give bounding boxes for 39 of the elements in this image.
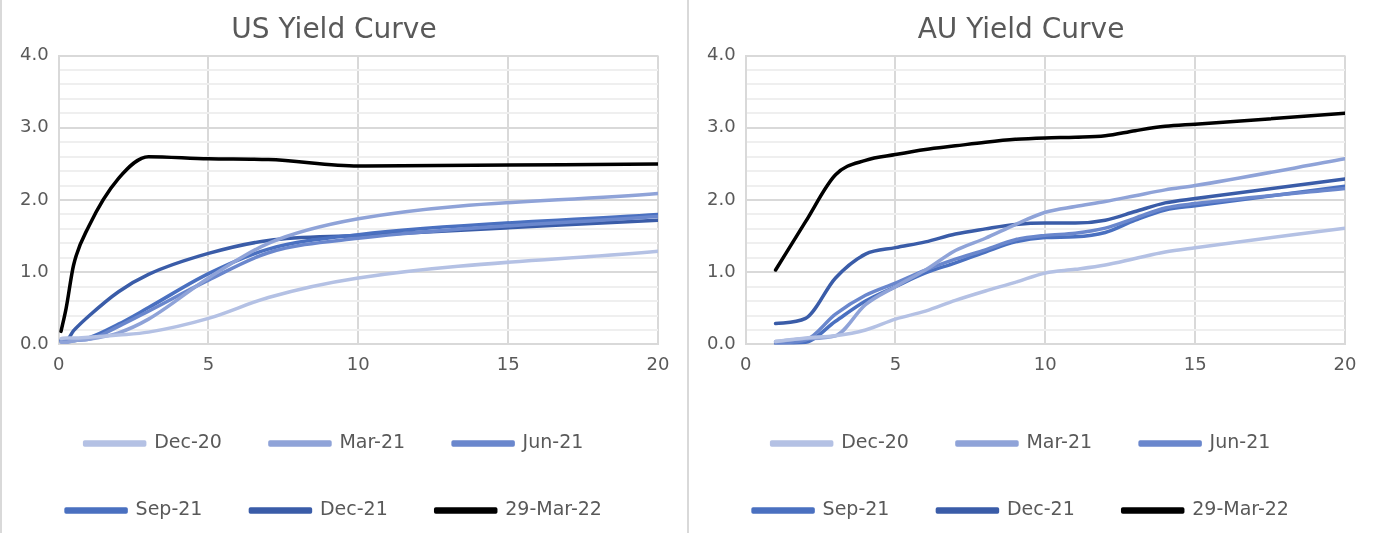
x-tick-label: 10 — [1033, 352, 1057, 374]
legend-label: Dec-20 — [154, 430, 222, 453]
legend-label: 29-Mar-22 — [1192, 497, 1289, 520]
x-tick-label: 5 — [202, 352, 215, 374]
x-tick-label: 20 — [1333, 352, 1357, 374]
y-tick-label: 3.0 — [706, 115, 736, 137]
y-tick-label: 4.0 — [706, 43, 736, 65]
legend-label: Sep-21 — [135, 497, 203, 520]
line-series — [773, 226, 1345, 344]
line-series — [773, 177, 1345, 326]
y-tick-label: 0.0 — [19, 332, 49, 354]
x-tick-label: 0 — [52, 352, 65, 374]
legend-label: Mar-21 — [339, 430, 406, 453]
legend-label: Sep-21 — [822, 497, 890, 520]
x-tick-label: 15 — [496, 352, 520, 374]
x-tick-label: 0 — [739, 352, 752, 374]
legend-label: Mar-21 — [1026, 430, 1093, 453]
legend-label: Jun-21 — [1208, 430, 1271, 453]
line-series — [59, 154, 658, 334]
line-series — [773, 111, 1345, 272]
y-tick-label: 0.0 — [706, 332, 736, 354]
y-tick-label: 2.0 — [19, 187, 49, 209]
y-tick-label: 3.0 — [19, 115, 49, 137]
x-tick-label: 5 — [889, 352, 902, 374]
legend-label: 29-Mar-22 — [505, 497, 602, 520]
y-tick-label: 2.0 — [706, 187, 736, 209]
chart-title: US Yield Curve — [231, 12, 437, 46]
legend-label: Dec-20 — [841, 430, 909, 453]
chart-title: AU Yield Curve — [917, 12, 1125, 46]
y-tick-label: 1.0 — [19, 259, 49, 281]
line-series — [59, 249, 658, 341]
x-tick-label: 15 — [1183, 352, 1207, 374]
x-tick-label: 20 — [646, 352, 670, 374]
legend-label: Dec-21 — [1006, 497, 1075, 520]
y-tick-label: 1.0 — [706, 259, 736, 281]
y-tick-label: 4.0 — [19, 43, 49, 65]
x-tick-label: 10 — [346, 352, 370, 374]
legend-label: Dec-21 — [319, 497, 388, 520]
legend-label: Jun-21 — [521, 430, 584, 453]
